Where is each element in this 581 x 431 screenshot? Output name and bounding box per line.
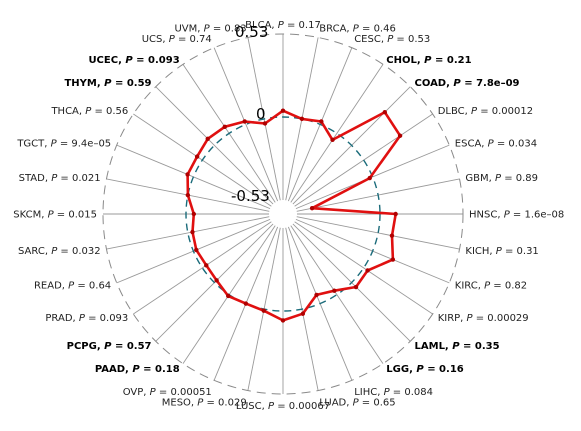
point-lihc: [314, 292, 319, 298]
label-skcm: SKCM, P = 0.015: [13, 210, 97, 221]
label-luad: LUAD, P = 0.65: [319, 397, 395, 408]
point-lusc: [280, 318, 286, 323]
scale-label-max: 0.53: [235, 23, 268, 41]
point-sarc: [190, 229, 195, 235]
label-read: READ, P = 0.64: [34, 281, 111, 292]
label-esca: ESCA, P = 0.034: [455, 138, 537, 149]
spoke-dlbc: [294, 113, 433, 207]
label-pcpg: PCPG, P = 0.57: [67, 341, 152, 352]
point-tgct: [185, 172, 190, 177]
spoke-kich: [296, 216, 460, 250]
point-thca: [194, 154, 200, 159]
point-skcm: [191, 211, 197, 217]
spoke-sarc: [106, 216, 270, 250]
label-paad: PAAD, P = 0.18: [95, 364, 180, 375]
label-prad: PRAD, P = 0.093: [45, 313, 128, 324]
spoke-chol: [290, 64, 384, 203]
point-lgg: [332, 288, 337, 293]
point-thym: [205, 136, 210, 141]
label-sarc: SARC, P = 0.032: [18, 246, 101, 257]
label-coad: COAD, P = 7.8e–09: [415, 78, 520, 89]
series-line: [186, 109, 402, 322]
point-laml: [353, 284, 359, 290]
label-kirc: KIRC, P = 0.82: [455, 281, 527, 292]
outer-ring: [102, 33, 464, 395]
label-laml: LAML, P = 0.35: [415, 341, 500, 352]
point-read: [194, 247, 199, 253]
spoke-ucs: [213, 47, 279, 202]
label-ucec: UCEC, P = 0.093: [88, 55, 179, 66]
label-gbm: GBM, P = 0.89: [465, 173, 538, 184]
point-gbm: [309, 206, 315, 211]
point-cesc: [319, 119, 324, 124]
label-ovp: OVP, P = 0.00051: [123, 387, 212, 398]
point-hnsc: [393, 211, 398, 217]
point-ucec: [222, 124, 227, 130]
point-esca: [367, 175, 372, 181]
scale-label-min: -0.53: [231, 187, 270, 205]
point-kirc: [390, 257, 396, 262]
spoke-prad: [133, 221, 272, 315]
label-stad: STAD, P = 0.021: [19, 173, 101, 184]
point-blca: [280, 108, 286, 113]
label-blca: BLCA, P = 0.17: [245, 20, 321, 31]
point-chol: [330, 137, 335, 143]
radar-spokes: [103, 34, 463, 394]
point-ucs: [242, 119, 247, 124]
point-luad: [300, 311, 306, 316]
label-lgg: LGG, P = 0.16: [386, 364, 463, 375]
point-prad: [204, 263, 209, 268]
point-paad: [226, 293, 231, 299]
label-lusc: LUSC, P = 0.00067: [236, 401, 330, 412]
label-thca: THCA, P = 0.56: [50, 106, 128, 117]
point-pcpg: [214, 278, 219, 283]
point-kich: [389, 233, 395, 238]
label-kich: KICH, P = 0.31: [465, 246, 538, 257]
label-brca: BRCA, P = 0.46: [319, 24, 396, 35]
point-meso: [261, 308, 266, 313]
point-stad: [185, 192, 191, 198]
label-ucs: UCS, P = 0.74: [142, 34, 212, 45]
spoke-lgg: [290, 225, 384, 364]
label-uvm: UVM, P = 0.83: [174, 24, 246, 35]
label-hnsc: HNSC, P = 1.6e–08: [469, 210, 564, 221]
point-coad: [382, 109, 388, 115]
label-chol: CHOL, P = 0.21: [386, 55, 471, 66]
label-dlbc: DLBC, P = 0.00012: [438, 106, 533, 117]
point-brca: [299, 116, 305, 122]
label-thym: THYM, P = 0.59: [64, 78, 151, 89]
series-points: [185, 108, 403, 323]
spoke-kirp: [294, 221, 433, 315]
point-kirp: [365, 268, 370, 273]
label-meso: MESO, P = 0.029: [162, 397, 247, 408]
point-ovp: [243, 301, 249, 306]
scale-label-zero: 0: [256, 105, 266, 123]
spoke-thym: [155, 86, 274, 205]
label-kirp: KIRP, P = 0.00029: [438, 313, 529, 324]
point-uvm: [262, 121, 268, 126]
label-cesc: CESC, P = 0.53: [354, 34, 430, 45]
label-lihc: LIHC, P = 0.084: [354, 387, 433, 398]
point-dlbc: [397, 133, 403, 138]
label-tgct: TGCT, P = 9.4e–05: [16, 138, 111, 149]
